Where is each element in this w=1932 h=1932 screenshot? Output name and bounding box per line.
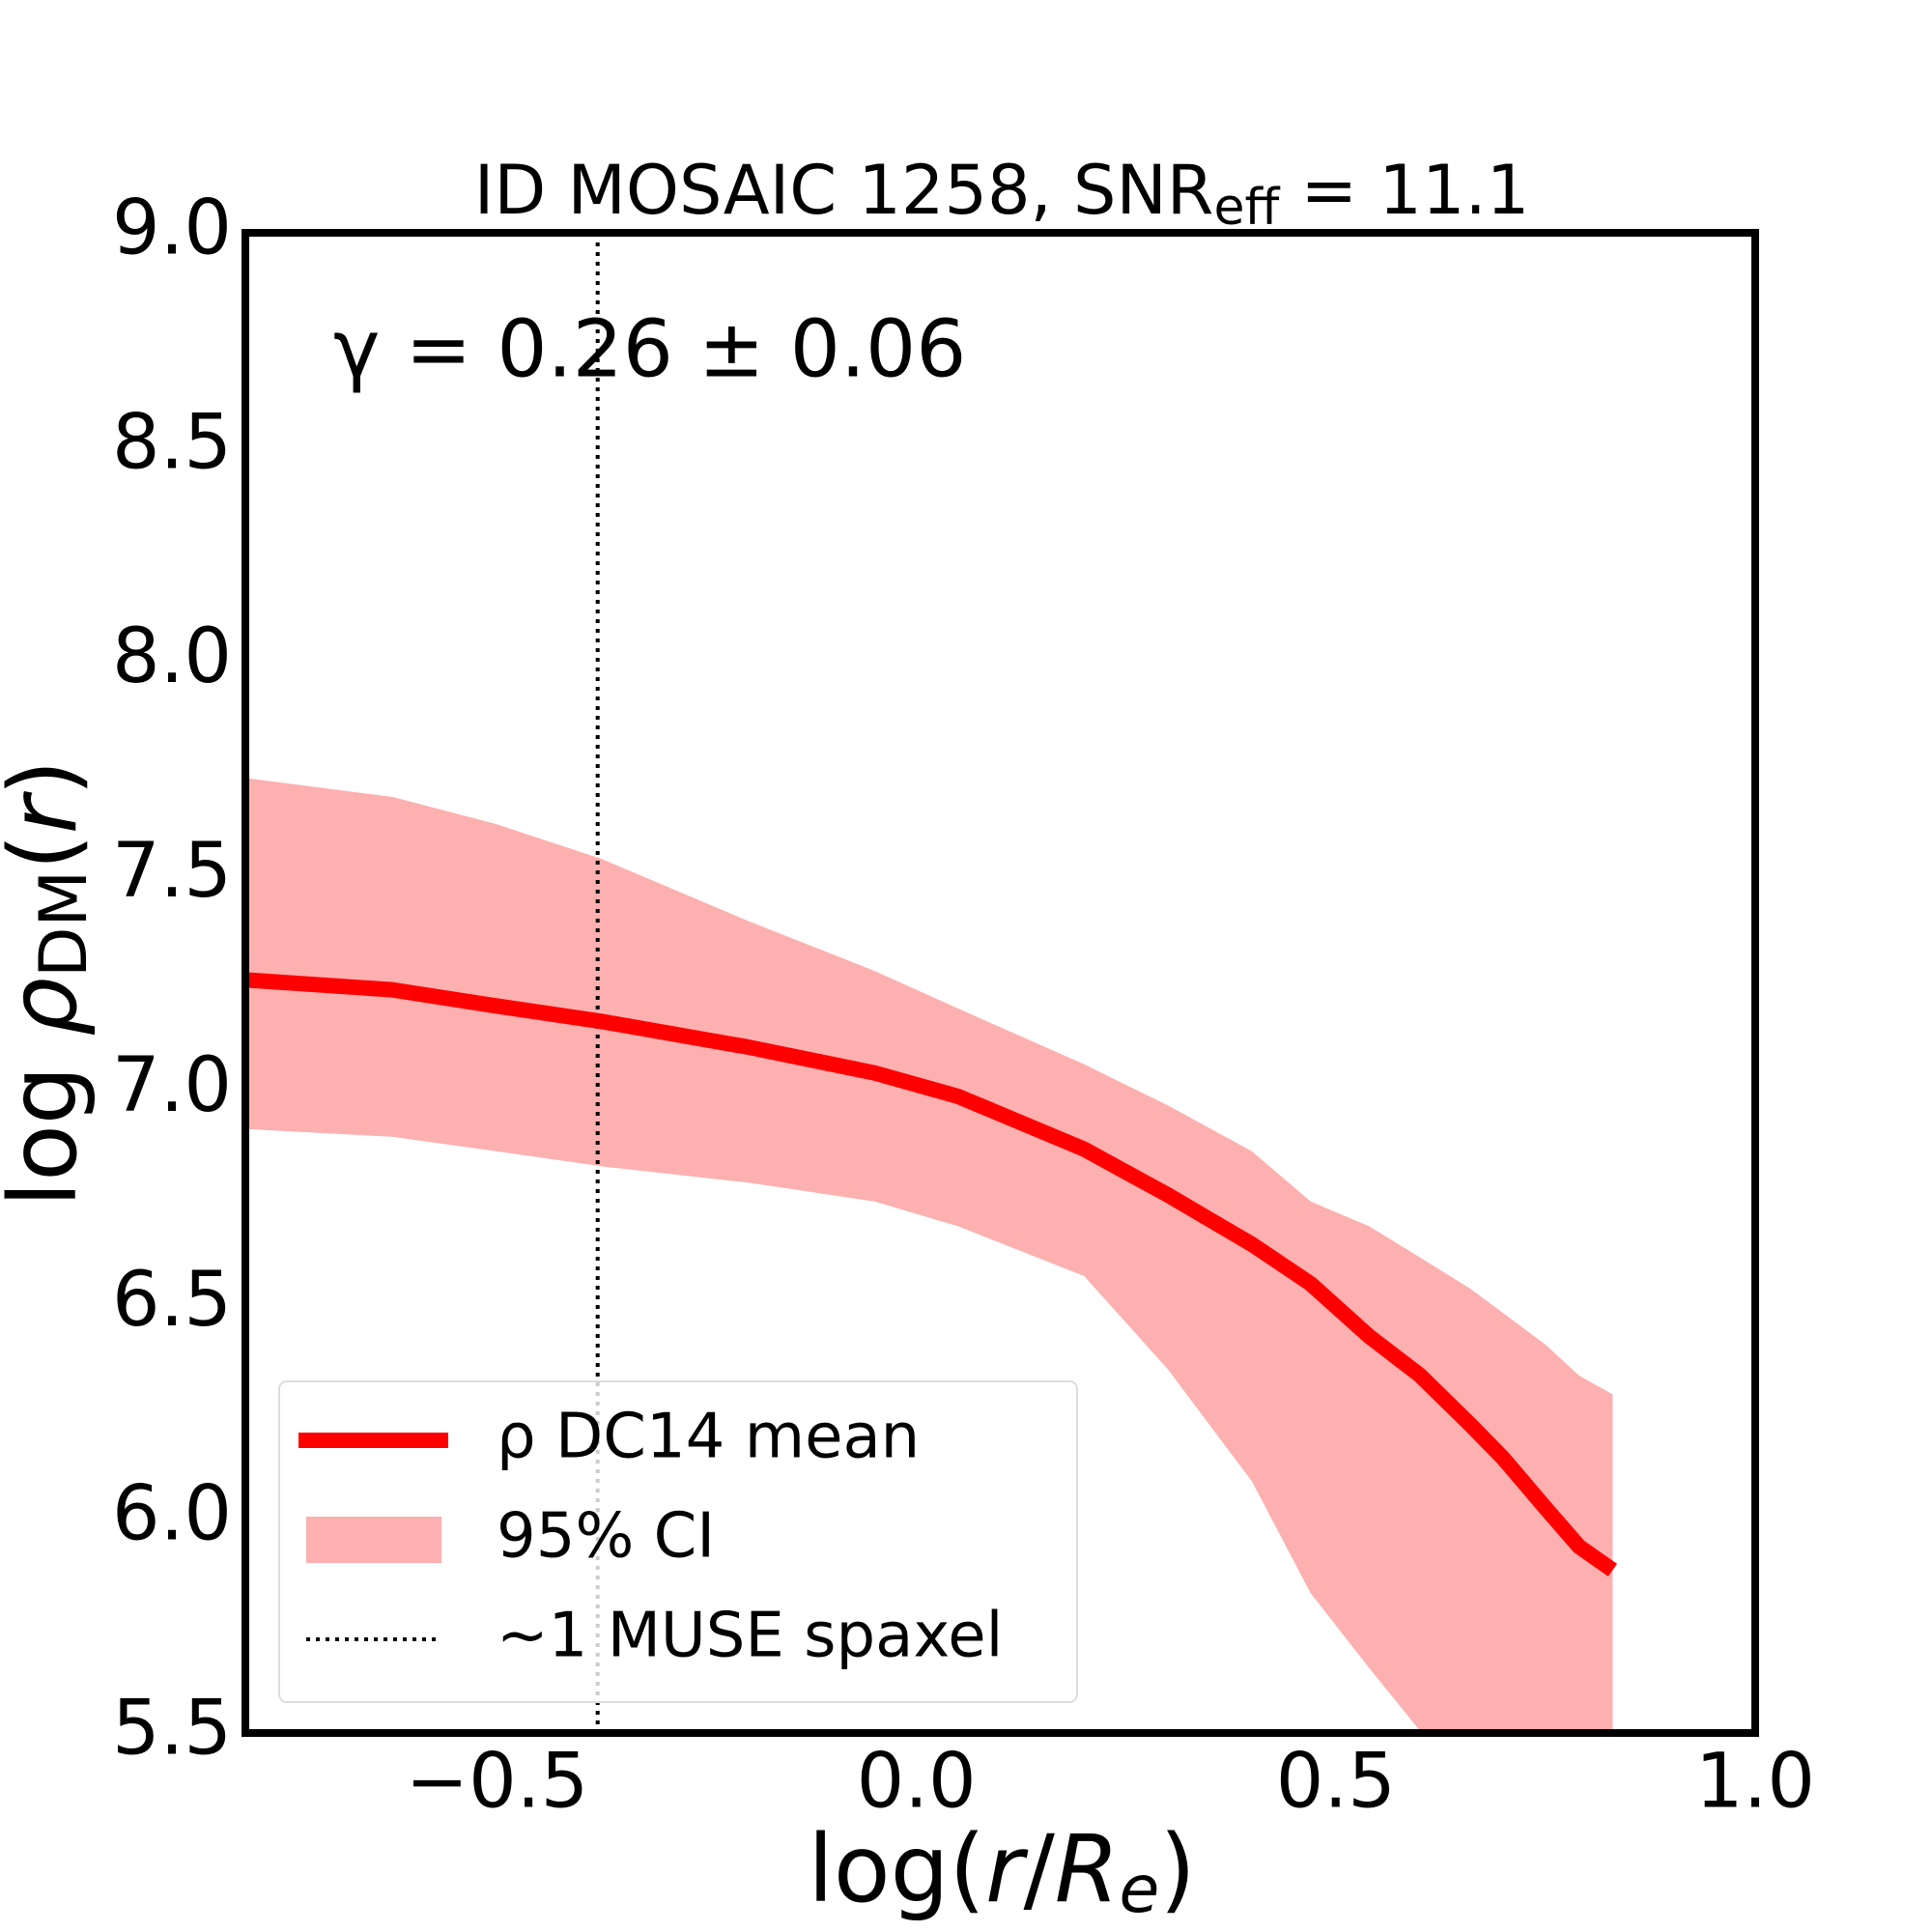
xlabel-part: r (985, 1815, 1029, 1923)
y-tick-label: 7.0 (112, 1042, 232, 1129)
xlabel-sub: e (1120, 1852, 1160, 1928)
x-tick-label: 0.5 (1276, 1738, 1396, 1825)
y-tick-label: 5.5 (112, 1685, 232, 1772)
xlabel-part: ) (1159, 1815, 1195, 1923)
xlabel-part: / (1023, 1815, 1055, 1923)
y-axis-label: log ρDM(r) (0, 759, 102, 1207)
xlabel-part: R (1055, 1815, 1120, 1923)
x-tick-label: 1.0 (1695, 1738, 1815, 1825)
legend-label: ρ DC14 mean (497, 1402, 920, 1473)
xlabel-part: log( (808, 1815, 985, 1923)
y-tick-label: 9.0 (112, 185, 232, 271)
y-tick-label: 6.5 (112, 1257, 232, 1344)
legend-label: ~1 MUSE spaxel (497, 1601, 1003, 1672)
legend-box (278, 1380, 1078, 1703)
line-series (245, 972, 1617, 1577)
ylabel-sub: DM (26, 870, 102, 978)
legend-label: 95% CI (497, 1501, 715, 1573)
chart-title: ID MOSAIC 1258, SNReff = 11.1 (474, 151, 1530, 237)
legend: ρ DC14 mean 95% CI ~1 MUSE spaxel (278, 1380, 1078, 1703)
legend-swatch (306, 1517, 441, 1563)
plot-area (245, 233, 1617, 1733)
axes-frame (242, 229, 1759, 1737)
title-main: ID MOSAIC 1258, SNR (474, 151, 1214, 230)
ylabel-part: ρ (0, 978, 98, 1037)
x-tick-label: 0.0 (857, 1738, 977, 1825)
ylabel-part: ( (0, 834, 98, 869)
y-tick-label: 8.5 (112, 399, 232, 486)
title-end: = 11.1 (1279, 151, 1529, 230)
ylabel-part: log (0, 1037, 98, 1208)
ylabel-part: r (0, 790, 98, 834)
annotation: γ = 0.26 ± 0.06 (333, 303, 966, 395)
x-tick-label: −0.5 (406, 1738, 588, 1825)
y-tick-label: 8.0 (112, 613, 232, 700)
ylabel-part: ) (0, 759, 98, 795)
title-sub: eff (1213, 179, 1280, 237)
y-tick-label: 6.0 (112, 1471, 232, 1558)
x-axis-label: log(r/Re) (808, 1815, 1196, 1927)
y-tick-label: 7.5 (112, 828, 232, 915)
